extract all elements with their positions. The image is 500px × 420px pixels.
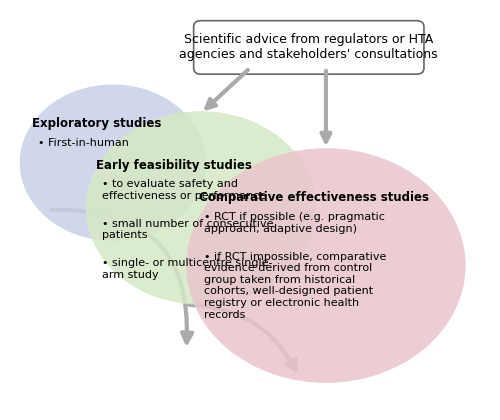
FancyArrowPatch shape [52, 210, 192, 343]
Text: • to evaluate safety and
effectiveness or performance: • to evaluate safety and effectiveness o… [102, 179, 266, 201]
Text: Comparative effectiveness studies: Comparative effectiveness studies [198, 192, 428, 205]
Text: • single- or multicentre single-
arm study: • single- or multicentre single- arm stu… [102, 258, 272, 280]
FancyArrowPatch shape [189, 305, 296, 370]
Circle shape [20, 84, 206, 241]
Text: Early feasibility studies: Early feasibility studies [96, 158, 252, 171]
Text: • if RCT impossible, comparative
evidence derived from control
group taken from : • if RCT impossible, comparative evidenc… [204, 252, 387, 320]
Circle shape [186, 148, 466, 383]
Text: • First-in-human: • First-in-human [38, 138, 128, 148]
Text: • RCT if possible (e.g. pragmatic
approach, adaptive design): • RCT if possible (e.g. pragmatic approa… [204, 212, 386, 234]
Text: • small number of consecutive
patients: • small number of consecutive patients [102, 219, 273, 240]
Text: Scientific advice from regulators or HTA
agencies and stakeholders' consultation: Scientific advice from regulators or HTA… [180, 34, 438, 61]
Text: Exploratory studies: Exploratory studies [32, 117, 162, 130]
Circle shape [86, 111, 316, 304]
FancyBboxPatch shape [194, 21, 424, 74]
